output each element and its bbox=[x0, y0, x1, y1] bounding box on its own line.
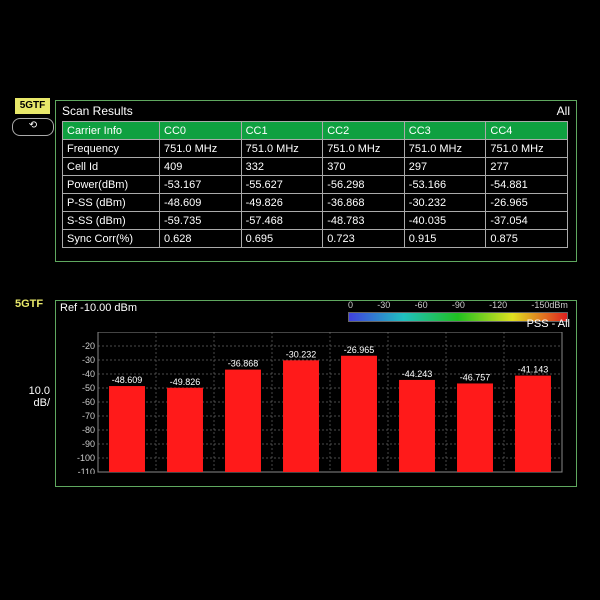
col-cc4: CC4 bbox=[486, 122, 568, 140]
svg-text:-80: -80 bbox=[82, 425, 95, 435]
bar bbox=[399, 380, 435, 472]
cell: 0.915 bbox=[404, 230, 486, 248]
cell: 751.0 MHz bbox=[323, 140, 405, 158]
cell: -48.783 bbox=[323, 212, 405, 230]
cell: 277 bbox=[486, 158, 568, 176]
mode-badge: 5GTF bbox=[15, 98, 50, 114]
col-carrier-info: Carrier Info bbox=[63, 122, 160, 140]
svg-text:-40: -40 bbox=[82, 369, 95, 379]
row-label: Cell Id bbox=[63, 158, 160, 176]
scan-table: Carrier InfoCC0CC1CC2CC3CC4 Frequency751… bbox=[62, 121, 568, 248]
cell: 370 bbox=[323, 158, 405, 176]
cell: 0.875 bbox=[486, 230, 568, 248]
col-cc2: CC2 bbox=[323, 122, 405, 140]
bar-chart: -20 -30 -40 -50 -60 -70 -80 -90 -100 -110 -48.609 -… bbox=[68, 332, 568, 474]
scan-title: Scan Results bbox=[62, 104, 133, 118]
bar-label: -41.143 bbox=[518, 365, 549, 375]
col-cc1: CC1 bbox=[241, 122, 323, 140]
svg-text:-60: -60 bbox=[82, 397, 95, 407]
svg-text:-20: -20 bbox=[82, 341, 95, 351]
scan-scope: All bbox=[557, 104, 570, 118]
cell: 751.0 MHz bbox=[241, 140, 323, 158]
y-per-div: 10.0dB/ bbox=[15, 385, 50, 409]
svg-text:-110: -110 bbox=[78, 467, 95, 474]
cell: -55.627 bbox=[241, 176, 323, 194]
table-row: P-SS (dBm)-48.609-49.826-36.868-30.232-2… bbox=[63, 194, 568, 212]
cell: -48.609 bbox=[160, 194, 242, 212]
cell: 0.723 bbox=[323, 230, 405, 248]
bar-label: -48.609 bbox=[112, 375, 143, 385]
cell: -30.232 bbox=[404, 194, 486, 212]
cell: 332 bbox=[241, 158, 323, 176]
row-label: Frequency bbox=[63, 140, 160, 158]
bar bbox=[341, 356, 377, 472]
row-label: P-SS (dBm) bbox=[63, 194, 160, 212]
svg-text:-90: -90 bbox=[82, 439, 95, 449]
svg-text:-70: -70 bbox=[82, 411, 95, 421]
bar bbox=[457, 383, 493, 472]
col-cc0: CC0 bbox=[160, 122, 242, 140]
mode-tag: 5GTF bbox=[15, 298, 43, 310]
row-label: Power(dBm) bbox=[63, 176, 160, 194]
table-row: Cell Id409332370297277 bbox=[63, 158, 568, 176]
cell: -49.826 bbox=[241, 194, 323, 212]
svg-text:-50: -50 bbox=[82, 383, 95, 393]
bar-label: -44.243 bbox=[402, 369, 433, 379]
cell: 751.0 MHz bbox=[404, 140, 486, 158]
bar-label: -49.826 bbox=[170, 377, 201, 387]
cell: -53.166 bbox=[404, 176, 486, 194]
svg-text:-100: -100 bbox=[77, 453, 95, 463]
screen: 5GTF ⟲ Scan Results All Carrier InfoCC0C… bbox=[0, 0, 600, 600]
bar-label: -26.965 bbox=[344, 345, 375, 355]
cell: -59.735 bbox=[160, 212, 242, 230]
bar-label: -30.232 bbox=[286, 349, 317, 359]
table-row: Power(dBm)-53.167-55.627-56.298-53.166-5… bbox=[63, 176, 568, 194]
cell: 0.695 bbox=[241, 230, 323, 248]
table-row: Sync Corr(%)0.6280.6950.7230.9150.875 bbox=[63, 230, 568, 248]
col-cc3: CC3 bbox=[404, 122, 486, 140]
row-label: Sync Corr(%) bbox=[63, 230, 160, 248]
cycle-icon[interactable]: ⟲ bbox=[12, 118, 54, 136]
cell: 297 bbox=[404, 158, 486, 176]
cell: -40.035 bbox=[404, 212, 486, 230]
cell: 0.628 bbox=[160, 230, 242, 248]
cell: -54.881 bbox=[486, 176, 568, 194]
bar bbox=[283, 360, 319, 472]
row-label: S-SS (dBm) bbox=[63, 212, 160, 230]
cell: -26.965 bbox=[486, 194, 568, 212]
cell: -37.054 bbox=[486, 212, 568, 230]
bar-label: -46.757 bbox=[460, 372, 491, 382]
bar-label: -36.868 bbox=[228, 359, 259, 369]
bar bbox=[515, 376, 551, 472]
bar bbox=[167, 388, 203, 472]
cell: -53.167 bbox=[160, 176, 242, 194]
bar bbox=[225, 370, 261, 472]
table-row: S-SS (dBm)-59.735-57.468-48.783-40.035-3… bbox=[63, 212, 568, 230]
table-row: Frequency751.0 MHz751.0 MHz751.0 MHz751.… bbox=[63, 140, 568, 158]
cell: 751.0 MHz bbox=[486, 140, 568, 158]
scan-results-pane: Scan Results All Carrier InfoCC0CC1CC2CC… bbox=[55, 100, 577, 262]
svg-text:-30: -30 bbox=[82, 355, 95, 365]
bar bbox=[109, 386, 145, 472]
cell: -57.468 bbox=[241, 212, 323, 230]
cell: 751.0 MHz bbox=[160, 140, 242, 158]
cell: 409 bbox=[160, 158, 242, 176]
cell: -36.868 bbox=[323, 194, 405, 212]
cell: -56.298 bbox=[323, 176, 405, 194]
